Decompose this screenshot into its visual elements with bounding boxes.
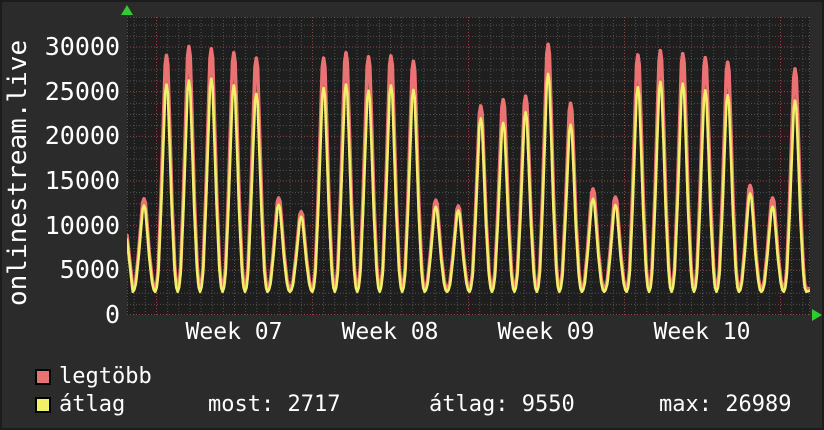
x-tick-label: Week 10 <box>653 319 751 345</box>
plot-area <box>127 17 810 315</box>
stat-most: most: 2717 <box>208 392 341 417</box>
y-tick-label: 30000 <box>44 32 120 61</box>
stat-atlag: átlag: 9550 <box>429 392 575 417</box>
legend-swatch-max <box>35 369 51 385</box>
legend-label-avg: átlag <box>59 392 126 417</box>
series-daily-average <box>127 72 810 294</box>
y-tick-label: 25000 <box>44 76 120 106</box>
y-tick-label: 0 <box>104 300 120 329</box>
legend-item-legtobb: legtöbb <box>35 364 152 390</box>
x-axis-arrow-icon <box>812 309 822 321</box>
legend-label-max: legtöbb <box>59 364 152 389</box>
x-tick-label: Week 09 <box>497 319 595 345</box>
stat-max: max: 26989 <box>659 392 792 417</box>
y-tick-label: 5000 <box>59 255 120 285</box>
x-tick-label: Week 08 <box>341 319 439 345</box>
legend-item-atlag: átlag <box>35 392 125 418</box>
y-tick-label: 15000 <box>44 166 120 195</box>
y-tick-label: 20000 <box>44 121 120 151</box>
y-axis-arrow-icon <box>121 5 133 15</box>
y-tick-label: 10000 <box>44 210 120 240</box>
x-tick-label: Week 07 <box>185 319 283 345</box>
chart-canvas <box>127 17 810 315</box>
legend-swatch-avg <box>35 397 51 413</box>
